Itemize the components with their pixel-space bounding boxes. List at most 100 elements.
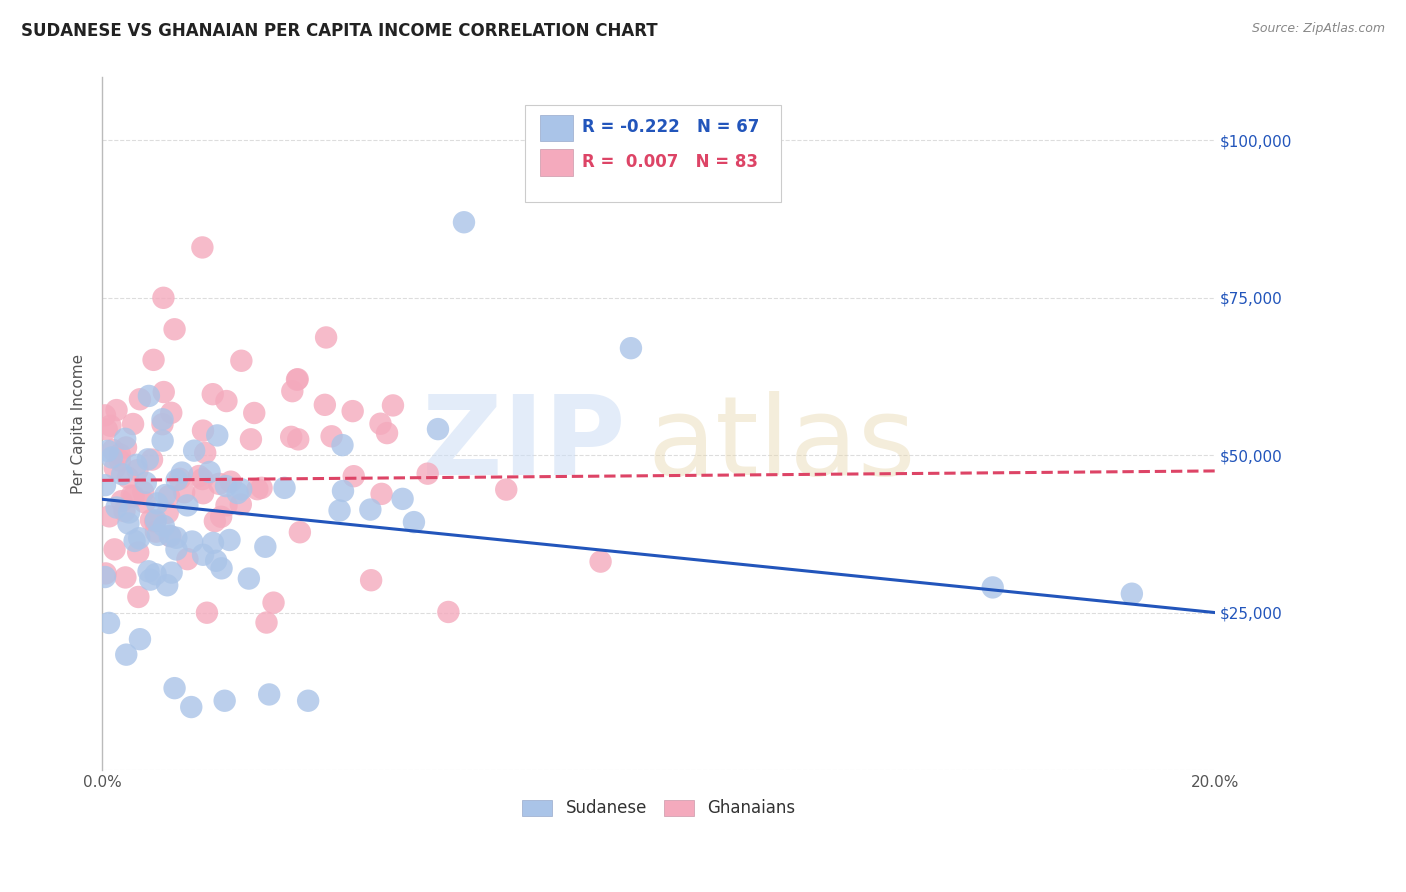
Point bbox=[321, 429, 343, 443]
Text: atlas: atlas bbox=[648, 391, 917, 498]
Point bbox=[159, 529, 181, 543]
Point bbox=[94, 566, 117, 581]
Point bbox=[226, 486, 249, 500]
Point bbox=[124, 533, 146, 548]
Point bbox=[101, 450, 124, 465]
Point bbox=[981, 581, 1004, 595]
Point bbox=[169, 472, 191, 486]
Point bbox=[115, 648, 138, 662]
FancyBboxPatch shape bbox=[526, 105, 782, 202]
Point bbox=[332, 438, 354, 452]
Point bbox=[136, 452, 159, 467]
Point bbox=[160, 406, 183, 420]
Point bbox=[129, 632, 152, 647]
Point bbox=[194, 446, 217, 460]
Point bbox=[105, 500, 128, 515]
Point bbox=[138, 389, 160, 403]
Text: R =  0.007   N = 83: R = 0.007 N = 83 bbox=[582, 153, 758, 171]
Point bbox=[111, 494, 134, 508]
Point bbox=[135, 475, 157, 490]
Point bbox=[100, 418, 122, 433]
Point bbox=[1121, 587, 1143, 601]
Point bbox=[143, 515, 166, 529]
Point bbox=[263, 596, 285, 610]
Point bbox=[101, 442, 124, 457]
Point bbox=[280, 430, 302, 444]
Point bbox=[285, 373, 308, 387]
Point bbox=[191, 548, 214, 562]
Point bbox=[152, 385, 174, 400]
FancyBboxPatch shape bbox=[540, 115, 574, 141]
Point bbox=[453, 215, 475, 229]
Point bbox=[191, 472, 214, 486]
Point bbox=[152, 291, 174, 305]
Point bbox=[288, 525, 311, 540]
Point bbox=[94, 478, 117, 492]
Point bbox=[129, 392, 152, 407]
Point bbox=[191, 424, 214, 438]
Point bbox=[145, 524, 167, 539]
Point bbox=[111, 467, 134, 482]
Point bbox=[98, 509, 121, 524]
Point bbox=[117, 471, 139, 485]
Y-axis label: Per Capita Income: Per Capita Income bbox=[72, 353, 86, 494]
Point bbox=[239, 432, 262, 446]
Point bbox=[218, 533, 240, 547]
Text: R = -0.222   N = 67: R = -0.222 N = 67 bbox=[582, 119, 759, 136]
Point bbox=[205, 554, 228, 568]
Point bbox=[183, 443, 205, 458]
Point bbox=[166, 542, 188, 557]
Point bbox=[315, 330, 337, 344]
Point bbox=[166, 473, 188, 487]
Point bbox=[201, 387, 224, 401]
Point bbox=[297, 694, 319, 708]
Point bbox=[163, 322, 186, 336]
Legend: Sudanese, Ghanaians: Sudanese, Ghanaians bbox=[516, 793, 801, 824]
Point bbox=[170, 466, 193, 480]
Point bbox=[152, 412, 174, 426]
Point bbox=[96, 422, 118, 436]
Point bbox=[209, 509, 232, 524]
Point bbox=[98, 615, 121, 630]
Point bbox=[104, 461, 127, 475]
Point bbox=[114, 570, 136, 584]
Point bbox=[156, 578, 179, 592]
Point bbox=[215, 479, 238, 493]
Point bbox=[589, 555, 612, 569]
Point bbox=[176, 499, 198, 513]
Point bbox=[287, 372, 309, 386]
Point bbox=[155, 488, 177, 502]
Point bbox=[115, 441, 138, 455]
Point bbox=[370, 417, 392, 431]
Point bbox=[314, 398, 336, 412]
Point bbox=[152, 434, 174, 448]
Point bbox=[229, 498, 252, 512]
Point bbox=[132, 485, 155, 500]
Point bbox=[152, 519, 174, 533]
Point bbox=[437, 605, 460, 619]
Point bbox=[207, 428, 229, 442]
Point bbox=[250, 481, 273, 495]
Point bbox=[173, 485, 195, 500]
Point bbox=[219, 475, 242, 489]
Point bbox=[254, 540, 277, 554]
Text: ZIP: ZIP bbox=[422, 391, 626, 498]
Point bbox=[139, 513, 162, 527]
Point bbox=[195, 606, 218, 620]
Point bbox=[146, 528, 169, 542]
Point bbox=[145, 513, 167, 527]
Point bbox=[165, 531, 187, 545]
Point bbox=[121, 489, 143, 503]
Point bbox=[128, 531, 150, 545]
Point bbox=[152, 417, 174, 432]
Point bbox=[211, 561, 233, 575]
Point bbox=[188, 469, 211, 483]
Point bbox=[108, 453, 131, 467]
Point bbox=[359, 502, 381, 516]
Point bbox=[105, 403, 128, 417]
Point bbox=[141, 452, 163, 467]
Text: SUDANESE VS GHANAIAN PER CAPITA INCOME CORRELATION CHART: SUDANESE VS GHANAIAN PER CAPITA INCOME C… bbox=[21, 22, 658, 40]
FancyBboxPatch shape bbox=[540, 150, 574, 176]
Point bbox=[94, 409, 117, 423]
Point bbox=[231, 353, 253, 368]
